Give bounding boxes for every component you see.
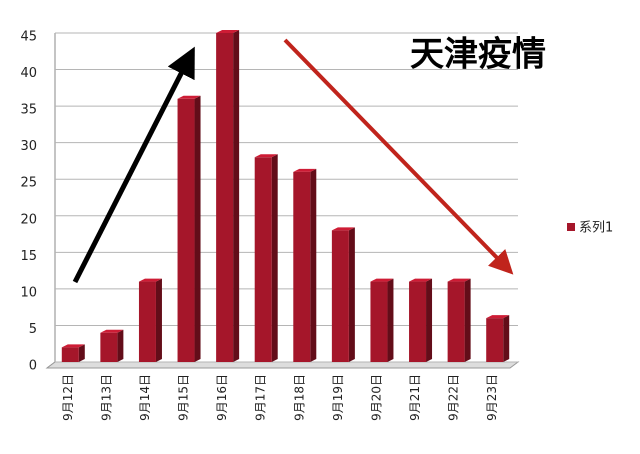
x-tick-label: 9月22日 (447, 374, 461, 421)
back-wall (46, 33, 56, 369)
bar-side (271, 154, 278, 362)
bar-side (348, 227, 355, 362)
y-tick-label: 15 (20, 249, 37, 264)
bar-side (426, 278, 433, 362)
bar (331, 230, 349, 362)
y-tick-label: 40 (20, 66, 37, 81)
bar-top (216, 30, 240, 33)
y-tick-label: 45 (20, 30, 37, 45)
bar-side (503, 315, 510, 362)
bar-side (464, 278, 471, 362)
bar-side (78, 344, 85, 362)
x-tick-label: 9月18日 (292, 374, 306, 421)
bar-top (138, 278, 162, 282)
y-tick-label: 35 (20, 103, 37, 118)
bar-side (310, 168, 317, 362)
bar (409, 281, 427, 362)
x-tick-label: 9月12日 (61, 374, 75, 421)
y-tick-label: 0 (29, 359, 37, 374)
x-tick-label: 9月23日 (485, 374, 499, 421)
trend-arrow-up (72, 46, 195, 284)
y-tick-label: 5 (29, 322, 37, 337)
bar-top (254, 154, 278, 158)
bar (100, 332, 118, 362)
x-tick-label: 9月15日 (177, 374, 191, 421)
bar (293, 171, 311, 362)
bar (447, 281, 465, 362)
bar-top (486, 315, 510, 319)
bar-side (233, 30, 240, 362)
floor (45, 361, 520, 369)
legend-label: 系列1 (579, 221, 613, 236)
bar (486, 318, 504, 362)
x-tick-label: 9月20日 (369, 374, 383, 421)
chart-title: 天津疫情 (410, 35, 546, 75)
bar-top (177, 95, 201, 99)
bar-side (194, 95, 201, 363)
bar (61, 347, 79, 362)
bar-top (447, 278, 471, 282)
legend-swatch (567, 223, 575, 231)
x-tick-label: 9月14日 (138, 374, 152, 421)
bar-top (370, 278, 394, 282)
bar-top (293, 168, 317, 172)
bar (254, 157, 272, 362)
bar-top (409, 278, 433, 282)
bar-top (61, 344, 85, 348)
x-tick-label: 9月21日 (408, 374, 422, 421)
bar-top (331, 227, 355, 231)
y-tick-label: 30 (20, 139, 37, 154)
bar (216, 33, 234, 362)
y-tick-label: 20 (20, 212, 37, 227)
bar-top (100, 329, 124, 333)
bar-side (387, 278, 394, 362)
x-tick-label: 9月13日 (99, 374, 113, 421)
bar (138, 281, 156, 362)
trend-arrow-down (283, 38, 514, 275)
bar (177, 98, 195, 363)
y-tick-label: 25 (20, 176, 37, 191)
bar-side (155, 278, 162, 362)
bar-side (117, 329, 124, 362)
x-tick-label: 9月19日 (331, 374, 345, 421)
plot-area: 0 5 10 15 20 25 30 35 40 45 系列1 9月12日 9月13日 9月14日 9月15… (20, 30, 613, 421)
y-tick-label: 10 (20, 285, 37, 300)
x-tick-label: 9月16日 (215, 374, 229, 421)
x-tick-label: 9月17日 (254, 374, 268, 421)
bar (370, 281, 388, 362)
